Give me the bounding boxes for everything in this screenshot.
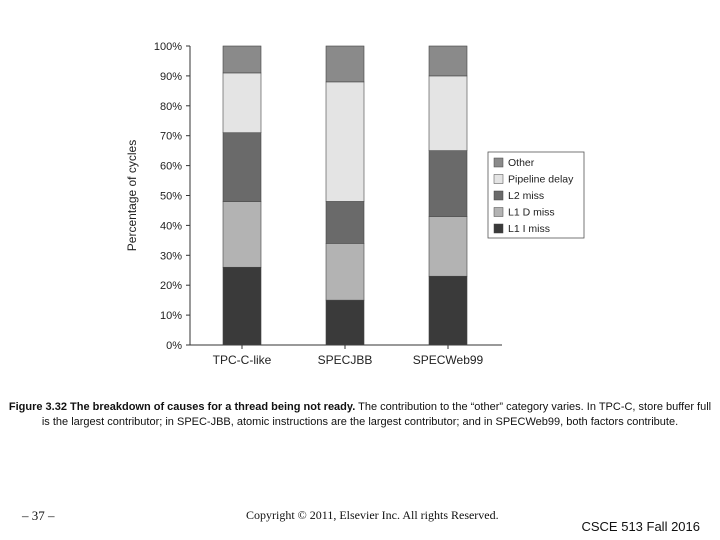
bar-segment [428, 75, 468, 151]
legend-label: L1 I miss [508, 223, 550, 235]
bar-segment [325, 81, 365, 202]
legend-label: Other [508, 157, 535, 169]
legend-label: Pipeline delay [508, 174, 574, 186]
bar-segment [222, 266, 262, 346]
legend-swatch [493, 157, 504, 168]
bar-segment [222, 72, 262, 134]
y-tick-label: 10% [160, 310, 182, 322]
y-tick-label: 70% [160, 131, 182, 143]
legend-box [487, 151, 585, 239]
legend-label: L1 D miss [508, 207, 555, 219]
bar-segment [222, 132, 262, 202]
figure-caption: Figure 3.32 The breakdown of causes for … [8, 400, 712, 430]
page-number: – 37 – [22, 508, 55, 523]
legend-swatch [493, 223, 504, 234]
y-tick-label: 60% [160, 161, 182, 173]
y-axis-title: Percentage of cycles [125, 140, 139, 251]
bar-segment [428, 45, 468, 77]
bar-segment [428, 216, 468, 277]
y-tick-label: 30% [160, 250, 182, 262]
caption-title: Figure 3.32 The breakdown of causes for … [8, 401, 356, 413]
y-tick-label: 50% [160, 191, 182, 203]
bar-segment [222, 201, 262, 268]
bar-segment [222, 45, 262, 74]
bar-segment [325, 45, 365, 83]
bar-segment [325, 243, 365, 301]
legend-swatch [493, 174, 504, 184]
y-tick-label: 100% [154, 41, 182, 53]
legend-label: L2 miss [508, 190, 544, 202]
copyright-notice: Copyright © 2011, Elsevier Inc. All righ… [246, 508, 499, 522]
bar-segment [325, 201, 365, 244]
caption-text: The contribution to the “other” category… [41, 401, 712, 428]
y-tick-label: 40% [160, 220, 182, 232]
y-tick-label: 0% [166, 340, 182, 352]
x-tick-label: SPECWeb99 [413, 353, 484, 367]
y-tick-label: 80% [160, 101, 182, 113]
stacked-bar-chart: 0% 10% 20% 30% 40% 50% 60% 70% 80% 90% 100% Percent… [125, 41, 585, 367]
legend-swatch [493, 190, 504, 201]
x-tick-label: SPECJBB [318, 353, 373, 367]
course-label: CSCE 513 Fall 2016 [581, 519, 700, 534]
y-tick-label: 20% [160, 280, 182, 292]
bar-segment [428, 150, 468, 217]
y-tick-label: 90% [160, 71, 182, 83]
x-tick-label: TPC-C-like [213, 353, 272, 367]
legend-swatch [493, 207, 504, 217]
bar-segment [325, 299, 365, 346]
bar-segment [428, 275, 468, 346]
